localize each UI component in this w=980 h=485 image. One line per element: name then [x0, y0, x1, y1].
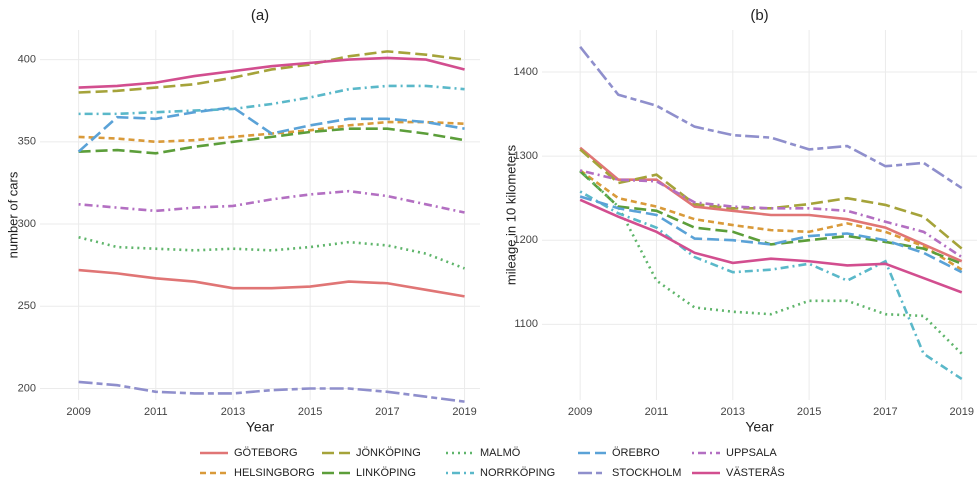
line-series: [579, 169, 963, 259]
line-series: [579, 170, 963, 265]
panel-title: (a): [251, 7, 269, 24]
legend-label: LINKÖPING: [356, 467, 416, 479]
x-tick-label: 2013: [221, 406, 245, 418]
y-tick-label: 400: [18, 54, 36, 66]
x-tick-label: 2019: [949, 406, 973, 418]
x-tick-label: 2015: [797, 406, 821, 418]
line-series: [78, 50, 465, 94]
line-series: [78, 380, 465, 403]
line-series: [77, 105, 465, 153]
y-tick-label: 350: [18, 136, 36, 148]
legend-label: VÄSTERÅS: [726, 466, 785, 479]
x-tick-label: 2009: [568, 406, 592, 418]
y-tick-label: 250: [18, 300, 36, 312]
x-tick-label: 2017: [873, 406, 897, 418]
legend-label: GÖTEBORG: [234, 447, 298, 459]
x-tick-label: 2017: [375, 406, 399, 418]
x-tick-label: 2011: [144, 406, 168, 418]
legend-label: UPPSALA: [726, 447, 777, 459]
x-tick-label: 2019: [452, 406, 476, 418]
line-series: [579, 195, 963, 274]
x-tick-label: 2009: [66, 406, 90, 418]
panel-title: (b): [750, 7, 768, 24]
y-tick-label: 1100: [514, 318, 538, 330]
y-axis-title: mileage in 10 kilometers: [503, 144, 518, 285]
y-tick-label: 1300: [514, 150, 538, 162]
line-series: [579, 190, 963, 381]
line-series: [78, 268, 465, 298]
x-axis-title: Year: [246, 419, 275, 435]
legend-label: STOCKHOLM: [612, 467, 681, 479]
line-series: [78, 189, 465, 214]
legend-label: ÖREBRO: [612, 447, 660, 459]
y-tick-label: 1200: [514, 234, 538, 246]
line-series: [78, 127, 465, 155]
y-tick-label: 300: [18, 218, 36, 230]
x-tick-label: 2015: [298, 406, 322, 418]
x-axis-title: Year: [745, 419, 774, 435]
line-series: [579, 46, 963, 190]
y-tick-label: 200: [18, 382, 36, 394]
line-series: [579, 169, 963, 271]
line-series: [78, 56, 465, 89]
legend-label: NORRKÖPING: [480, 467, 555, 479]
x-tick-label: 2013: [721, 406, 745, 418]
y-tick-label: 1400: [514, 66, 538, 78]
y-axis-title: number of cars: [5, 171, 20, 258]
line-series: [78, 235, 466, 270]
line-series: [78, 84, 465, 116]
line-series: [579, 169, 963, 355]
legend-label: MALMÖ: [480, 447, 521, 459]
line-series: [579, 198, 963, 294]
legend-label: HELSINGBORG: [234, 467, 315, 479]
x-tick-label: 2011: [645, 406, 669, 418]
legend-label: JÖNKÖPING: [356, 447, 421, 459]
line-series: [579, 148, 963, 250]
